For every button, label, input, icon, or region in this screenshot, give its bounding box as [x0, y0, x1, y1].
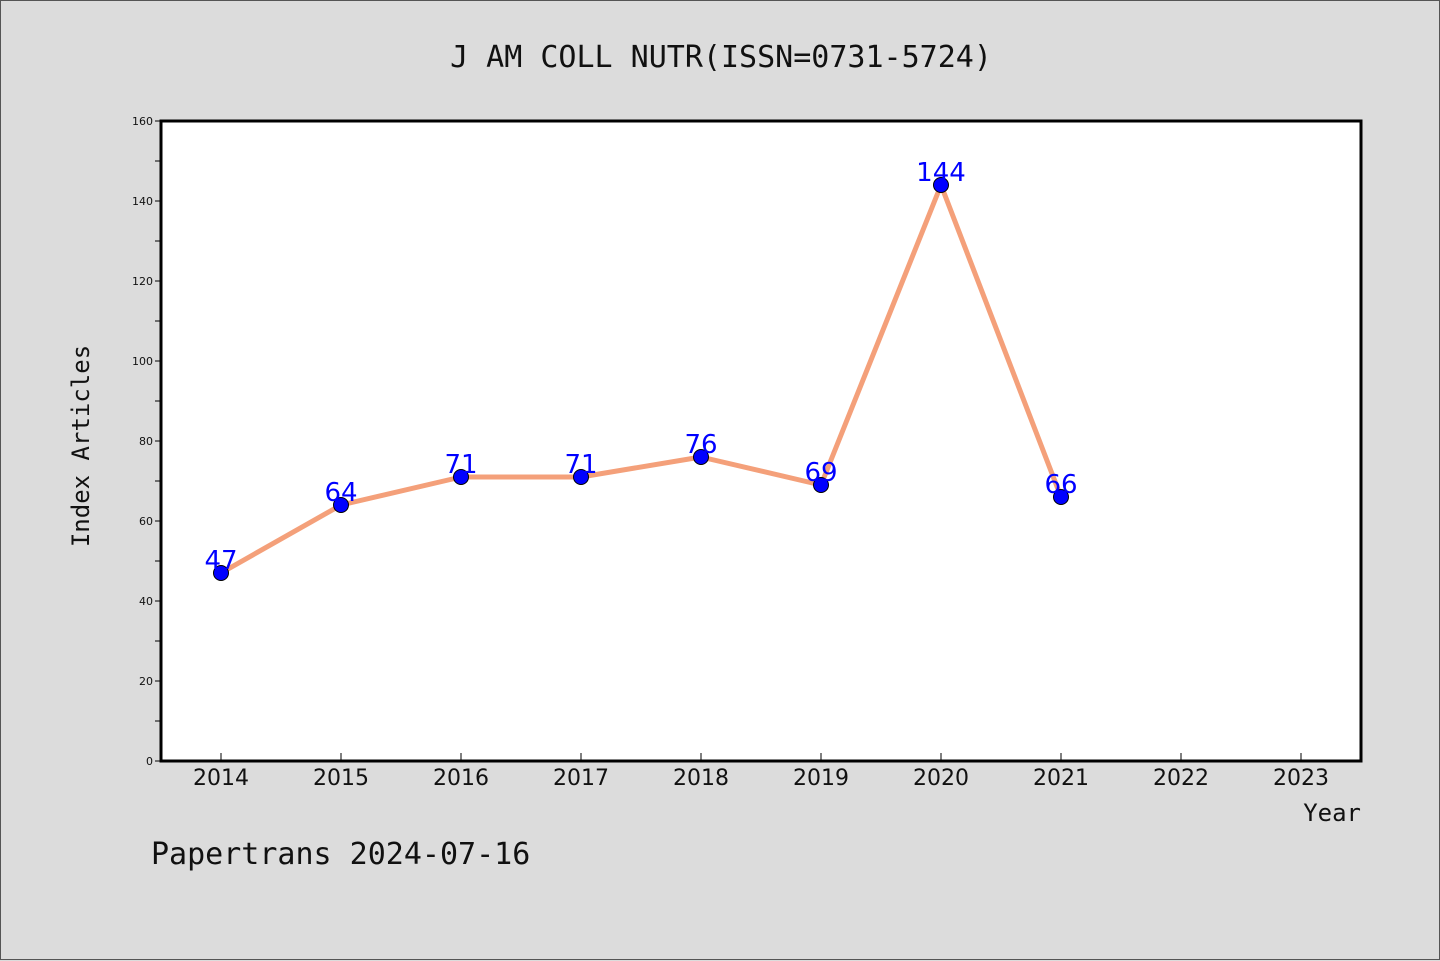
plot-area	[159, 119, 1363, 763]
series-line	[219, 182, 1064, 576]
x-tick-label: 2019	[793, 766, 849, 791]
x-tick-label: 2016	[433, 766, 489, 791]
x-tick-label: 2018	[673, 766, 729, 791]
x-tick-label: 2015	[313, 766, 369, 791]
x-axis: 2014 2015 2016 2017 2018 2019 2020 2021 2022 2023	[193, 753, 1329, 791]
data-point	[933, 177, 949, 193]
x-tick-label: 2023	[1273, 766, 1329, 791]
data-point	[1053, 489, 1069, 505]
y-tick-label: 120	[132, 275, 153, 288]
y-tick-label: 0	[146, 755, 153, 768]
series-group	[213, 177, 1069, 581]
y-axis: 0 20 40 60 80 100 120 140 160	[132, 115, 161, 768]
data-label: 47	[204, 546, 237, 576]
data-point	[693, 449, 709, 465]
data-label: 71	[444, 450, 477, 480]
y-tick-label: 20	[139, 675, 153, 688]
y-tick-label: 80	[139, 435, 153, 448]
data-point	[453, 469, 469, 485]
footer-source: Papertrans 2024-07-16	[151, 837, 530, 872]
y-tick-label: 40	[139, 595, 153, 608]
data-point	[573, 469, 589, 485]
y-axis-label: Index Articles	[67, 345, 95, 547]
data-point	[813, 477, 829, 493]
x-tick-label: 2021	[1033, 766, 1089, 791]
data-label: 144	[916, 158, 966, 188]
y-tick-label: 160	[132, 115, 153, 128]
data-point	[213, 565, 229, 581]
data-label: 69	[804, 458, 837, 488]
chart-title: J AM COLL NUTR(ISSN=0731-5724)	[450, 40, 992, 75]
data-label: 64	[324, 478, 357, 508]
y-tick-label: 140	[132, 195, 153, 208]
data-point	[333, 497, 349, 513]
x-tick-label: 2020	[913, 766, 969, 791]
y-tick-label: 100	[132, 355, 153, 368]
data-labels: 47 64 71 71 76 69 144 66	[204, 158, 1077, 576]
data-label: 76	[684, 430, 717, 460]
data-label: 66	[1044, 470, 1077, 500]
x-tick-label: 2017	[553, 766, 609, 791]
data-label: 71	[564, 450, 597, 480]
x-tick-label: 2022	[1153, 766, 1209, 791]
x-tick-label: 2014	[193, 766, 249, 791]
y-tick-label: 60	[139, 515, 153, 528]
x-axis-label: Year	[1303, 799, 1361, 827]
